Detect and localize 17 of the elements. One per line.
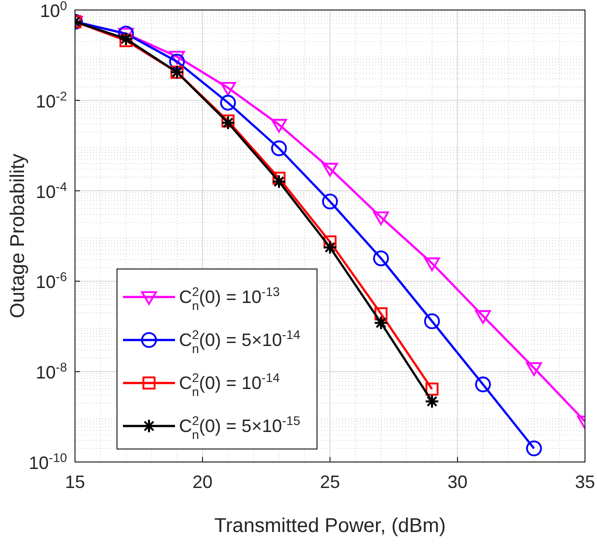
legend-label: C$_{n}$$^{2}$(0) = 10$^{-14}$ [179,371,280,399]
y-tick-label: 10$^{-4}$ [36,180,67,202]
legend-label: C$_{n}$$^{2}$(0) = 5×10$^{-15}$ [179,414,300,442]
x-axis-title: Transmitted Power, (dBm) [214,515,446,537]
y-axis-title: Outage Probability [7,154,29,318]
x-tick-label: 25 [320,472,340,492]
x-tick-label: 20 [192,472,213,492]
x-tick-label: 35 [574,472,596,492]
legend-label: C$_{n}$$^{2}$(0) = 10$^{-13}$ [179,285,280,313]
y-tick-label: 10$^{-2}$ [36,89,67,112]
x-tick-label: 15 [64,472,86,492]
y-tick-label: 10$^{0}$ [40,0,67,21]
legend-label: C$_{n}$$^{2}$(0) = 5×10$^{-14}$ [179,328,300,356]
y-tick-label: 10$^{-10}$ [28,451,67,473]
x-tick-label: 30 [447,472,468,492]
y-tick-label: 10$^{-6}$ [36,270,67,292]
y-tick-label: 10$^{-8}$ [36,360,67,383]
